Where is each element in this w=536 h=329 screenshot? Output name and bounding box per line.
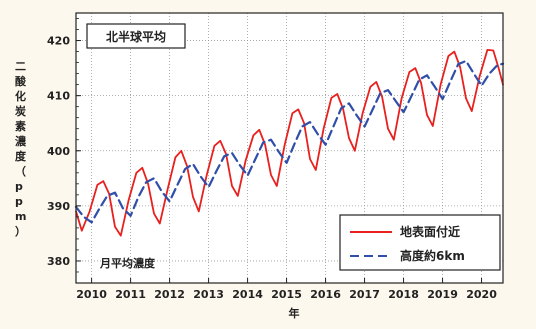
x-tick-label: 2017 [349,288,380,301]
chart-title: 北半球平均 [106,29,166,44]
series-lines [74,49,505,237]
legend-label-6km: 高度約6km [400,248,465,263]
x-tick-label: 2015 [271,288,302,301]
plot-frame [75,12,504,284]
x-tick-label: 2011 [115,288,146,301]
y-tick-label: 390 [47,200,70,213]
series-line-surface [75,49,504,237]
legend-label-surface: 地表面付近 [400,224,460,239]
chart-subtitle: 月平均濃度 [99,256,156,270]
x-axis-label: 年 [289,306,300,320]
x-tick-label: 2020 [466,288,497,301]
x-tick-label: 2014 [232,288,263,301]
y-tick-label: 400 [47,145,70,158]
legend-box [339,214,501,271]
x-tick-label: 2018 [388,288,419,301]
y-tick-label: 420 [47,35,70,48]
y-tick-label: 380 [47,255,70,268]
axis-ticks: 2010 2011 2012 2013 2014 2015 2016 2017 2018 2019… [47,18,497,301]
y-axis-label: 二酸化炭素濃度（ p p m） [15,60,27,238]
legend: 地表面付近 高度約6km [339,214,501,271]
series-line-6km [74,59,505,224]
x-tick-label: 2012 [154,288,185,301]
y-tick-label: 410 [47,90,70,103]
x-tick-label: 2010 [76,288,107,301]
title-box [86,23,186,49]
x-tick-label: 2016 [310,288,341,301]
x-tick-label: 2013 [193,288,224,301]
x-tick-label: 2019 [427,288,458,301]
